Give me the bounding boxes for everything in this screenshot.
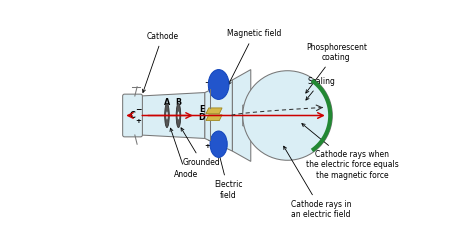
Text: A: A <box>164 98 170 107</box>
Text: −: − <box>204 80 210 86</box>
Ellipse shape <box>176 103 181 128</box>
Polygon shape <box>243 104 251 127</box>
Text: D: D <box>198 113 205 122</box>
Ellipse shape <box>164 103 169 128</box>
Polygon shape <box>205 80 232 151</box>
Ellipse shape <box>178 112 179 119</box>
Text: S: S <box>216 140 222 149</box>
Text: Grounded: Grounded <box>181 128 221 167</box>
Text: Cathode rays in
an electric field: Cathode rays in an electric field <box>283 146 351 219</box>
Text: Phosphorescent
coating: Phosphorescent coating <box>306 43 367 93</box>
Ellipse shape <box>210 131 227 157</box>
Text: E: E <box>200 105 205 114</box>
Text: Cathode rays when
the electric force equals
the magnetic force: Cathode rays when the electric force equ… <box>302 124 399 180</box>
Polygon shape <box>141 93 205 138</box>
Text: Electric
field: Electric field <box>214 147 243 200</box>
Text: C: C <box>129 111 135 120</box>
Text: Cathode: Cathode <box>143 32 178 92</box>
Text: B: B <box>175 98 182 107</box>
Ellipse shape <box>166 112 168 119</box>
Text: +: + <box>136 119 141 125</box>
Ellipse shape <box>208 70 229 99</box>
Text: N: N <box>214 80 221 89</box>
Text: Magnetic field: Magnetic field <box>227 30 281 85</box>
Text: Scaling: Scaling <box>306 77 335 100</box>
Polygon shape <box>206 108 222 114</box>
Polygon shape <box>232 70 251 161</box>
Text: −: − <box>135 105 142 114</box>
Circle shape <box>243 71 332 160</box>
Text: Anode: Anode <box>170 128 198 179</box>
Polygon shape <box>311 79 332 152</box>
Text: +: + <box>204 143 210 149</box>
FancyBboxPatch shape <box>123 94 142 137</box>
Polygon shape <box>206 115 222 121</box>
